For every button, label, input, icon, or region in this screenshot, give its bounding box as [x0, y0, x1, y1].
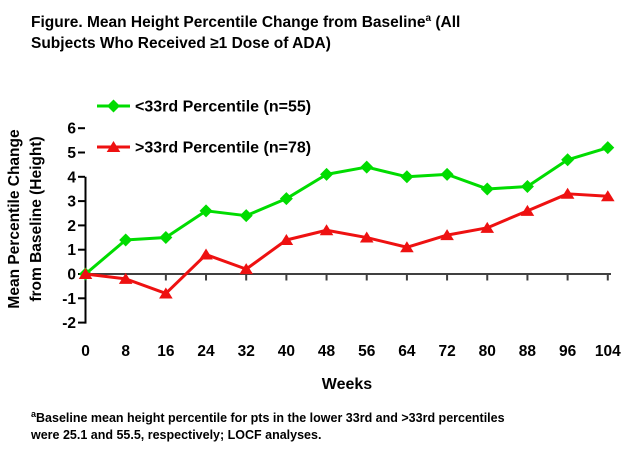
- x-tick-label: 80: [479, 343, 496, 360]
- data-point-triangle: [480, 221, 495, 233]
- data-point-triangle: [560, 187, 575, 199]
- x-tick-label: 96: [559, 343, 577, 360]
- x-tick-label: 8: [121, 343, 130, 360]
- data-point-triangle: [520, 204, 535, 216]
- x-tick-label: 104: [595, 343, 621, 360]
- y-tick-label: -1: [62, 291, 76, 308]
- figure-title: Figure. Mean Height Percentile Change fr…: [31, 8, 606, 54]
- legend-diamond-icon: [107, 99, 120, 113]
- legend-triangle-icon: [106, 141, 121, 152]
- y-tick-label: 0: [67, 267, 76, 284]
- y-tick-label: 4: [67, 169, 76, 186]
- figure-title-text: Figure. Mean Height Percentile Change fr…: [31, 14, 426, 32]
- data-point-triangle: [400, 241, 414, 253]
- x-tick-label: 48: [318, 343, 336, 360]
- y-tick-label: 6: [67, 121, 76, 138]
- data-point-diamond: [159, 231, 173, 245]
- y-tick-label: 5: [67, 145, 76, 162]
- data-point-triangle: [78, 268, 93, 279]
- footnote-superscript: a: [31, 409, 37, 419]
- figure-title-text-end: (All: [431, 14, 461, 32]
- x-tick-label: 72: [438, 343, 455, 360]
- data-point-diamond: [601, 141, 615, 155]
- x-tick-label: 0: [81, 343, 90, 360]
- y-tick-label: 3: [67, 194, 76, 211]
- data-point-diamond: [440, 167, 454, 181]
- data-point-diamond: [400, 170, 414, 184]
- figure-title-superscript: a: [425, 13, 432, 24]
- data-point-diamond: [480, 182, 494, 196]
- legend-label-1: >33rd Percentile (n=78): [135, 140, 311, 157]
- data-point-triangle: [239, 263, 254, 275]
- legend-label-0: <33rd Percentile (n=55): [135, 99, 311, 116]
- data-point-diamond: [239, 209, 253, 223]
- y-tick-label: 2: [67, 218, 76, 235]
- data-point-triangle: [118, 272, 133, 284]
- x-tick-label: 16: [157, 343, 175, 360]
- figure-title-line2: Subjects Who Received ≥1 Dose of ADA): [31, 35, 331, 53]
- data-point-diamond: [561, 153, 575, 167]
- x-tick-label: 64: [398, 343, 416, 360]
- data-point-triangle: [279, 233, 294, 245]
- data-point-diamond: [360, 160, 374, 174]
- data-point-diamond: [520, 180, 534, 194]
- y-tick-label: -2: [62, 315, 76, 332]
- series-line-1: [85, 192, 608, 295]
- y-tick-label: 1: [67, 242, 76, 259]
- y-axis-title-line2: from Baseline (Height): [28, 136, 45, 301]
- data-point-triangle: [319, 224, 334, 236]
- x-tick-label: 24: [197, 343, 215, 360]
- data-point-triangle: [199, 248, 213, 260]
- x-tick-label: 88: [519, 343, 537, 360]
- data-point-triangle: [359, 231, 374, 243]
- data-point-diamond: [199, 204, 213, 218]
- data-point-diamond: [320, 167, 334, 181]
- footnote-line1: aBaseline mean height percentile for pts…: [31, 406, 616, 427]
- x-tick-label: 56: [358, 343, 376, 360]
- footnote-text-line1: Baseline mean height percentile for pts …: [36, 411, 505, 426]
- footnote-line2: were 25.1 and 55.5, respectively; LOCF a…: [31, 428, 322, 443]
- data-point-triangle: [600, 190, 615, 202]
- data-point-triangle: [440, 229, 454, 241]
- series-line-0: [84, 146, 609, 276]
- data-point-diamond: [279, 192, 293, 206]
- y-axis-title-line1: Mean Percentile Change: [6, 129, 23, 309]
- x-axis-title: Weeks: [322, 376, 373, 393]
- x-tick-label: 40: [278, 343, 295, 360]
- figure-title-line1: Figure. Mean Height Percentile Change fr…: [31, 8, 606, 33]
- data-point-triangle: [159, 287, 173, 299]
- data-point-diamond: [119, 233, 133, 247]
- plot-area: 0 8 16 24 32 40 48 56 64 72 80 88 96 1046543210-1-2<3…: [62, 99, 621, 361]
- x-tick-label: 32: [238, 343, 255, 360]
- figure-footnote: aBaseline mean height percentile for pts…: [31, 406, 616, 444]
